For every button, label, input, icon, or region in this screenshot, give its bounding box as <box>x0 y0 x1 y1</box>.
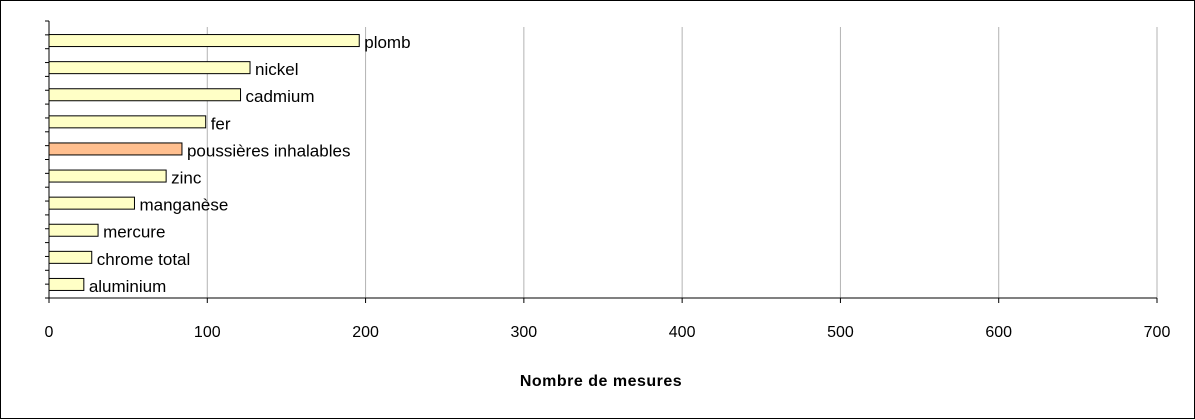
bar <box>48 34 360 48</box>
x-tick-label: 200 <box>352 324 379 341</box>
bar <box>48 169 167 183</box>
bar-label: zinc <box>171 169 202 188</box>
axes: 0 100 200 300 400 500 600 700 <box>45 20 1171 341</box>
bar-label: plomb <box>364 33 410 52</box>
bar <box>48 115 207 129</box>
bar <box>48 142 183 156</box>
bar-label: manganèse <box>139 196 228 215</box>
bar-label: chrome total <box>97 250 191 269</box>
bar <box>48 223 99 237</box>
x-tick-label: 400 <box>669 324 696 341</box>
bar-label: nickel <box>255 60 298 79</box>
x-tick-label: 600 <box>985 324 1012 341</box>
x-tick-label: 700 <box>1144 324 1171 341</box>
bar-label: aluminium <box>89 277 166 296</box>
bar <box>48 250 93 264</box>
gridlines <box>206 27 1158 298</box>
bar-label: cadmium <box>246 87 315 106</box>
bars: plomb nickel cadmium fer poussières inhalabl… <box>48 33 411 296</box>
bar <box>48 196 135 210</box>
x-tick-label: 0 <box>45 324 54 341</box>
bar-label: mercure <box>103 223 165 242</box>
bar <box>48 61 251 75</box>
x-tick-label: 500 <box>827 324 854 341</box>
bar <box>48 277 85 291</box>
bar-label: poussières inhalables <box>187 141 351 160</box>
x-tick-label: 100 <box>194 324 221 341</box>
x-tick-label: 300 <box>511 324 538 341</box>
bar <box>48 88 242 102</box>
x-axis-title: Nombre de mesures <box>520 373 682 390</box>
bar-label: fer <box>211 114 231 133</box>
